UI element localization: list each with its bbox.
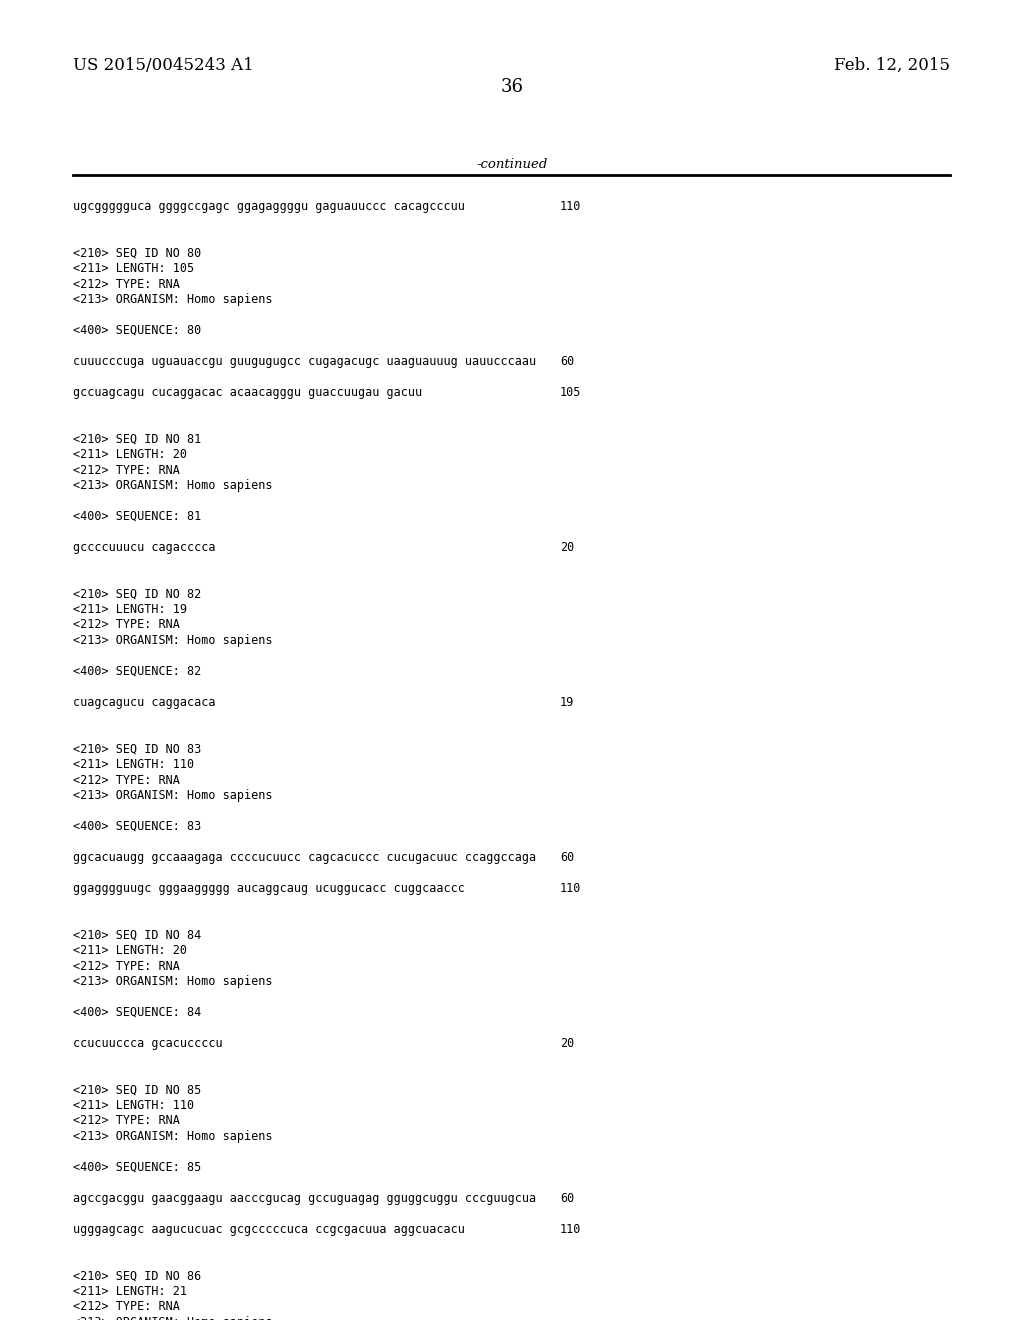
Text: 20: 20 — [560, 541, 574, 554]
Text: 20: 20 — [560, 1038, 574, 1049]
Text: <400> SEQUENCE: 85: <400> SEQUENCE: 85 — [73, 1162, 202, 1173]
Text: <400> SEQUENCE: 80: <400> SEQUENCE: 80 — [73, 323, 202, 337]
Text: <211> LENGTH: 20: <211> LENGTH: 20 — [73, 944, 187, 957]
Text: <213> ORGANISM: Homo sapiens: <213> ORGANISM: Homo sapiens — [73, 1130, 272, 1143]
Text: <213> ORGANISM: Homo sapiens: <213> ORGANISM: Homo sapiens — [73, 479, 272, 492]
Text: <400> SEQUENCE: 82: <400> SEQUENCE: 82 — [73, 665, 202, 678]
Text: <212> TYPE: RNA: <212> TYPE: RNA — [73, 1114, 180, 1127]
Text: <211> LENGTH: 110: <211> LENGTH: 110 — [73, 1100, 195, 1111]
Text: <213> ORGANISM: Homo sapiens: <213> ORGANISM: Homo sapiens — [73, 293, 272, 306]
Text: 105: 105 — [560, 385, 582, 399]
Text: <213> ORGANISM: Homo sapiens: <213> ORGANISM: Homo sapiens — [73, 975, 272, 987]
Text: <400> SEQUENCE: 83: <400> SEQUENCE: 83 — [73, 820, 202, 833]
Text: <212> TYPE: RNA: <212> TYPE: RNA — [73, 619, 180, 631]
Text: <400> SEQUENCE: 84: <400> SEQUENCE: 84 — [73, 1006, 202, 1019]
Text: <213> ORGANISM: Homo sapiens: <213> ORGANISM: Homo sapiens — [73, 1316, 272, 1320]
Text: <213> ORGANISM: Homo sapiens: <213> ORGANISM: Homo sapiens — [73, 789, 272, 803]
Text: <211> LENGTH: 110: <211> LENGTH: 110 — [73, 758, 195, 771]
Text: 110: 110 — [560, 201, 582, 213]
Text: <212> TYPE: RNA: <212> TYPE: RNA — [73, 774, 180, 787]
Text: 60: 60 — [560, 355, 574, 368]
Text: ugcggggguca ggggccgagc ggagaggggu gaguauuccc cacagcccuu: ugcggggguca ggggccgagc ggagaggggu gaguau… — [73, 201, 465, 213]
Text: <210> SEQ ID NO 80: <210> SEQ ID NO 80 — [73, 247, 202, 260]
Text: 110: 110 — [560, 1224, 582, 1236]
Text: <212> TYPE: RNA: <212> TYPE: RNA — [73, 277, 180, 290]
Text: <211> LENGTH: 105: <211> LENGTH: 105 — [73, 261, 195, 275]
Text: ggagggguugc gggaaggggg aucaggcaug ucuggucacc cuggcaaccc: ggagggguugc gggaaggggg aucaggcaug ucuggu… — [73, 882, 465, 895]
Text: <211> LENGTH: 19: <211> LENGTH: 19 — [73, 603, 187, 616]
Text: 60: 60 — [560, 1192, 574, 1205]
Text: <213> ORGANISM: Homo sapiens: <213> ORGANISM: Homo sapiens — [73, 634, 272, 647]
Text: <210> SEQ ID NO 81: <210> SEQ ID NO 81 — [73, 433, 202, 446]
Text: 19: 19 — [560, 696, 574, 709]
Text: -continued: -continued — [476, 158, 548, 172]
Text: <212> TYPE: RNA: <212> TYPE: RNA — [73, 463, 180, 477]
Text: <210> SEQ ID NO 82: <210> SEQ ID NO 82 — [73, 587, 202, 601]
Text: ugggagcagc aagucucuac gcgcccccuca ccgcgacuua aggcuacacu: ugggagcagc aagucucuac gcgcccccuca ccgcga… — [73, 1224, 465, 1236]
Text: <212> TYPE: RNA: <212> TYPE: RNA — [73, 960, 180, 973]
Text: ggcacuaugg gccaaagaga ccccucuucc cagcacuccc cucugacuuc ccaggccaga: ggcacuaugg gccaaagaga ccccucuucc cagcacu… — [73, 851, 537, 865]
Text: agccgacggu gaacggaagu aacccgucag gccuguagag gguggcuggu cccguugcua: agccgacggu gaacggaagu aacccgucag gccugua… — [73, 1192, 537, 1205]
Text: cuuucccuga uguauaccgu guugugugcc cugagacugc uaaguauuug uauucccaau: cuuucccuga uguauaccgu guugugugcc cugagac… — [73, 355, 537, 368]
Text: <210> SEQ ID NO 84: <210> SEQ ID NO 84 — [73, 928, 202, 941]
Text: Feb. 12, 2015: Feb. 12, 2015 — [834, 57, 950, 74]
Text: <211> LENGTH: 20: <211> LENGTH: 20 — [73, 447, 187, 461]
Text: US 2015/0045243 A1: US 2015/0045243 A1 — [73, 57, 254, 74]
Text: ccucuuccca gcacuccccu: ccucuuccca gcacuccccu — [73, 1038, 222, 1049]
Text: <212> TYPE: RNA: <212> TYPE: RNA — [73, 1300, 180, 1313]
Text: <210> SEQ ID NO 85: <210> SEQ ID NO 85 — [73, 1084, 202, 1097]
Text: 60: 60 — [560, 851, 574, 865]
Text: <211> LENGTH: 21: <211> LENGTH: 21 — [73, 1284, 187, 1298]
Text: <400> SEQUENCE: 81: <400> SEQUENCE: 81 — [73, 510, 202, 523]
Text: 36: 36 — [501, 78, 523, 96]
Text: 110: 110 — [560, 882, 582, 895]
Text: <210> SEQ ID NO 83: <210> SEQ ID NO 83 — [73, 742, 202, 755]
Text: gccccuuucu cagacccca: gccccuuucu cagacccca — [73, 541, 215, 554]
Text: cuagcagucu caggacaca: cuagcagucu caggacaca — [73, 696, 215, 709]
Text: <210> SEQ ID NO 86: <210> SEQ ID NO 86 — [73, 1270, 202, 1283]
Text: gccuagcagu cucaggacac acaacagggu guaccuugau gacuu: gccuagcagu cucaggacac acaacagggu guaccuu… — [73, 385, 422, 399]
